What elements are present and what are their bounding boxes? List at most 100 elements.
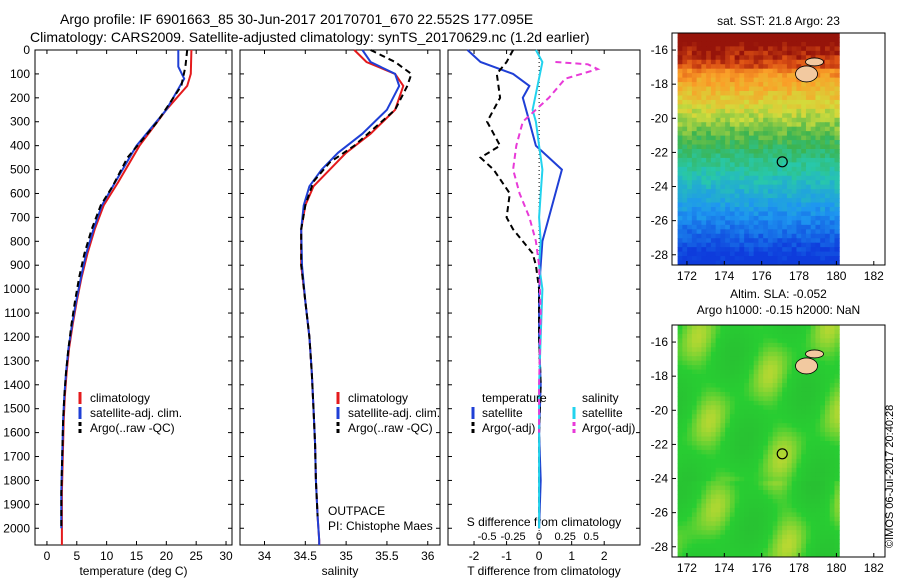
map-cell [710, 409, 717, 415]
map-cell [767, 409, 774, 415]
map-cell [720, 329, 726, 335]
map-cell [696, 37, 702, 43]
map-cell [720, 46, 726, 52]
map-cell [691, 211, 698, 217]
map-cell [777, 108, 783, 114]
map-cell [824, 251, 831, 257]
map-cell [739, 50, 745, 56]
map-cell [777, 405, 783, 411]
map-cell [820, 516, 826, 522]
map-cell [782, 458, 788, 464]
map-cell [753, 95, 759, 101]
map-cell [677, 360, 683, 366]
map-cell [763, 539, 769, 545]
map-cell [725, 525, 731, 531]
map-cell [801, 59, 807, 65]
map-cell [777, 534, 783, 540]
map-cell [791, 193, 797, 199]
map-cell [815, 521, 821, 527]
map-panels: 172 174 176 178 180 182-16-18-20-22-24-26-28s… [651, 14, 886, 575]
map-cell [729, 378, 736, 384]
map-cell [677, 418, 683, 424]
map-cell [801, 342, 807, 348]
map-cell [691, 552, 698, 558]
map-cell [677, 256, 683, 262]
map-cell [782, 131, 788, 137]
map-cell [801, 198, 807, 204]
map-cell [715, 391, 721, 397]
map-cell [777, 441, 783, 446]
map-cell [725, 113, 731, 119]
map-cell [767, 441, 774, 446]
map-cell [734, 333, 740, 339]
map-cell [715, 144, 721, 150]
map-cell [777, 347, 783, 353]
map-cell [763, 427, 769, 433]
map-cell [758, 86, 764, 92]
map-cell [786, 140, 793, 146]
map-cell [682, 180, 688, 186]
map-cell [677, 494, 683, 500]
legend-argo-label: Argo(..raw -QC) [90, 421, 175, 435]
map-cell [801, 463, 807, 469]
map-cell [791, 55, 797, 61]
map-cell [824, 449, 831, 455]
map-cell [810, 499, 816, 504]
map-cell [691, 215, 698, 221]
map-cell [786, 530, 793, 536]
map-cell [758, 37, 764, 43]
map-cell [782, 427, 788, 433]
map-cell [829, 333, 835, 339]
map-cell [706, 472, 712, 478]
map-cell [763, 400, 769, 406]
map-cell [677, 490, 683, 496]
map-cell [677, 242, 683, 248]
map-cell [696, 207, 702, 212]
map-cell [834, 436, 840, 442]
map-cell [696, 441, 702, 446]
map-cell [782, 351, 788, 357]
map-cell [801, 548, 807, 554]
map-cell [801, 467, 807, 473]
map-cell [824, 184, 831, 190]
map-cell [791, 400, 797, 406]
map-cell [682, 77, 688, 83]
map-cell [834, 383, 840, 388]
map-cell [753, 175, 759, 181]
map-cell [715, 507, 721, 513]
map-cell [744, 369, 750, 375]
map-cell [829, 481, 835, 487]
map-cell [829, 539, 835, 545]
map-cell [777, 476, 783, 482]
map-cell [706, 122, 712, 128]
map-cell [758, 369, 764, 375]
map-cell [824, 260, 831, 266]
map-cell [767, 117, 774, 123]
map-cell [687, 171, 693, 177]
map-cell [753, 46, 759, 52]
map-cell [758, 374, 764, 380]
map-cell [691, 68, 698, 74]
map-cell [687, 82, 693, 88]
map-cell [739, 383, 745, 388]
map-cell [763, 33, 769, 38]
map-cell [696, 68, 702, 74]
map-cell [696, 458, 702, 464]
map-cell [772, 131, 778, 137]
map-cell [801, 140, 807, 146]
map-cell [701, 481, 707, 487]
map-cell [772, 202, 778, 208]
map-cell [744, 342, 750, 348]
map-cell [772, 184, 778, 190]
map-cell [682, 485, 688, 491]
map-cell [720, 126, 726, 132]
map-cell [824, 149, 831, 154]
map-cell [748, 215, 755, 221]
map-cell [829, 360, 835, 366]
map-cell [687, 374, 693, 380]
map-cell [720, 238, 726, 244]
map-cell [677, 91, 683, 96]
map-cell [748, 342, 755, 348]
map-cell [820, 409, 826, 415]
map-cell [834, 117, 840, 123]
